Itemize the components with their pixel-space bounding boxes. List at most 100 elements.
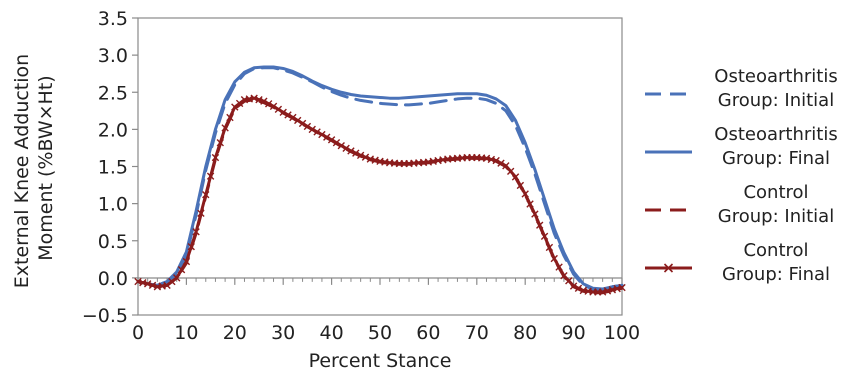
legend-label-line: Control [743, 240, 808, 261]
x-tick-label: 40 [320, 322, 344, 344]
data-point-marker [284, 111, 292, 119]
data-point-marker [231, 103, 239, 111]
x-axis-minor-ticks [147, 277, 613, 282]
y-tick-label: 0.0 [98, 268, 128, 290]
series-4 [134, 94, 626, 296]
data-point-marker [342, 144, 350, 153]
y-tick-label: −0.5 [82, 305, 128, 327]
y-tick-label: 2.5 [98, 82, 128, 104]
legend-marker [663, 263, 674, 273]
data-point-marker [235, 99, 244, 108]
legend-item-3: Control Group: Initial [645, 182, 834, 227]
data-point-marker [497, 159, 505, 167]
y-axis-label-line-2: Moment (%BW×Ht) [35, 75, 57, 260]
y-tick-label: 1.5 [98, 157, 128, 179]
legend-label-line: Osteoarthritis [714, 124, 837, 145]
y-tick-label: 3.5 [98, 8, 128, 30]
data-point-marker [269, 102, 278, 111]
series-layer [134, 65, 626, 296]
y-tick-label: 2.0 [98, 119, 128, 141]
data-point-marker [221, 124, 229, 132]
legend-label-line: Group: Initial [718, 90, 834, 111]
data-point-marker [516, 181, 525, 190]
data-point-marker [526, 200, 534, 208]
x-tick-label: 90 [562, 322, 586, 344]
data-point-marker [206, 172, 215, 180]
data-point-marker [202, 191, 210, 199]
data-point-marker [168, 277, 176, 286]
data-point-marker [274, 105, 283, 114]
series-line [136, 96, 624, 294]
legend-item-1: Osteoarthritis Group: Initial [645, 66, 838, 111]
x-tick-label: 60 [416, 322, 440, 344]
series-2 [136, 65, 624, 291]
data-point-marker [308, 125, 316, 134]
x-tick-label: 80 [513, 322, 537, 344]
data-point-marker [361, 153, 370, 161]
x-tick-label: 0 [132, 322, 144, 344]
x-tick-label: 70 [465, 322, 489, 344]
data-point-marker [540, 232, 549, 240]
plot-area [137, 17, 623, 316]
data-point-marker [347, 147, 355, 155]
data-point-marker [192, 228, 200, 236]
series-3 [136, 98, 624, 295]
data-point-marker [303, 122, 312, 131]
data-point-marker [264, 100, 273, 108]
data-point-marker [492, 156, 500, 165]
data-point-marker [550, 254, 558, 263]
x-tick-label: 10 [174, 322, 198, 344]
data-point-marker [574, 284, 583, 292]
legend-label: Control Group: Final [722, 240, 830, 285]
x-tick-label: 30 [271, 322, 295, 344]
data-point-marker [177, 266, 186, 274]
legend-item-2: Osteoarthritis Group: Final [645, 124, 838, 169]
legend-label: Osteoarthritis Group: Final [714, 124, 837, 169]
data-point-marker [279, 108, 287, 116]
x-tick-label: 100 [604, 322, 640, 344]
data-point-marker [197, 209, 205, 217]
x-axis-ticks: 0 10 20 30 40 50 60 70 80 90 100 [132, 277, 640, 344]
data-point-marker [313, 128, 321, 136]
data-point-marker [211, 153, 220, 162]
legend: Osteoarthritis Group: InitialOsteoarthrit… [645, 66, 838, 285]
data-point-marker [511, 173, 520, 181]
x-tick-label: 20 [223, 322, 247, 344]
y-tick-label: 3.0 [98, 45, 128, 67]
legend-label-line: Group: Final [722, 264, 830, 285]
y-axis-ticks: 3.5 3.0 2.5 2.0 1.5 1.0 0.5 0.0 −0.5 [82, 8, 138, 327]
data-point-marker [569, 282, 578, 290]
y-tick-label: 1.0 [98, 194, 128, 216]
legend-label-line: Group: Final [722, 148, 830, 169]
data-point-marker [536, 221, 544, 229]
series-line [136, 65, 624, 291]
data-point-marker [323, 133, 331, 141]
data-point-marker [332, 139, 341, 147]
legend-label: Osteoarthritis Group: Initial [714, 66, 837, 111]
data-point-marker [173, 274, 181, 282]
data-point-marker [163, 281, 171, 289]
data-point-marker [521, 190, 529, 198]
legend-label-line: Control [743, 182, 808, 203]
data-point-marker [260, 97, 268, 105]
data-point-marker [327, 136, 336, 144]
data-point-marker [356, 151, 365, 160]
data-point-marker [289, 113, 297, 122]
data-point-marker [531, 210, 539, 218]
data-point-marker [226, 113, 234, 122]
data-point-marker [298, 119, 307, 128]
data-point-marker [545, 243, 554, 252]
data-point-marker [187, 242, 195, 251]
data-point-marker [618, 283, 626, 292]
data-point-marker [216, 139, 224, 147]
data-point-marker [318, 130, 326, 139]
legend-label: Control Group: Initial [718, 182, 834, 227]
series-line [136, 98, 624, 295]
x-tick-label: 50 [368, 322, 392, 344]
data-point-marker [352, 149, 360, 157]
data-point-marker [182, 257, 191, 266]
legend-label-line: Osteoarthritis [714, 66, 837, 87]
legend-label-line: Group: Initial [718, 206, 834, 227]
x-axis-label: Percent Stance [309, 350, 452, 372]
